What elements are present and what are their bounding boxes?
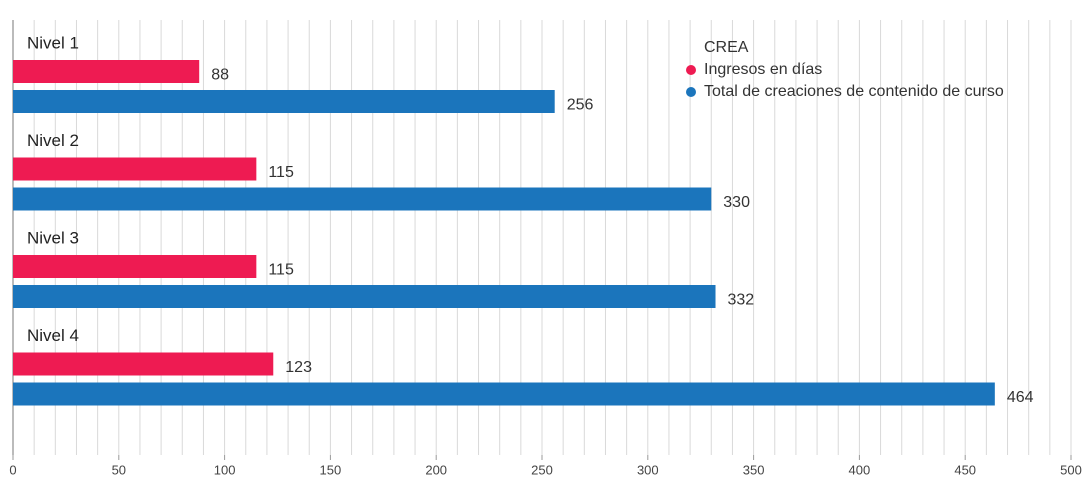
category-label: Nivel 4 [27,326,79,345]
bar [13,352,274,376]
value-label: 123 [285,359,312,376]
value-label: 115 [268,262,294,279]
legend-label: Ingresos en días [704,61,822,78]
x-tick-label: 500 [1060,462,1082,477]
value-label: 115 [268,164,294,181]
value-label: 330 [723,194,750,211]
x-tick-label: 400 [849,462,871,477]
legend-swatch [686,87,696,97]
bar [13,285,716,308]
category-label: Nivel 2 [27,131,79,150]
legend-swatch [686,65,696,75]
value-label: 88 [211,67,229,84]
value-label: 464 [1007,389,1034,406]
x-tick-label: 150 [320,462,342,477]
value-label: 256 [567,97,594,114]
bar [13,60,200,83]
x-tick-label: 200 [425,462,447,477]
x-tick-label: 300 [637,462,659,477]
bar [13,255,257,278]
bar [13,157,257,181]
x-tick-label: 450 [954,462,976,477]
category-label: Nivel 1 [27,33,79,52]
bar [13,382,995,406]
bar [13,90,555,113]
x-tick-label: 0 [9,462,16,477]
legend-label: Total de creaciones de contenido de curs… [704,83,1004,100]
legend-title: CREA [704,39,749,56]
x-tick-label: 250 [531,462,553,477]
bar [13,187,712,211]
x-tick-label: 350 [743,462,765,477]
x-tick-label: 50 [112,462,126,477]
x-tick-label: 100 [214,462,236,477]
category-label: Nivel 3 [27,228,79,247]
value-label: 332 [728,292,755,309]
